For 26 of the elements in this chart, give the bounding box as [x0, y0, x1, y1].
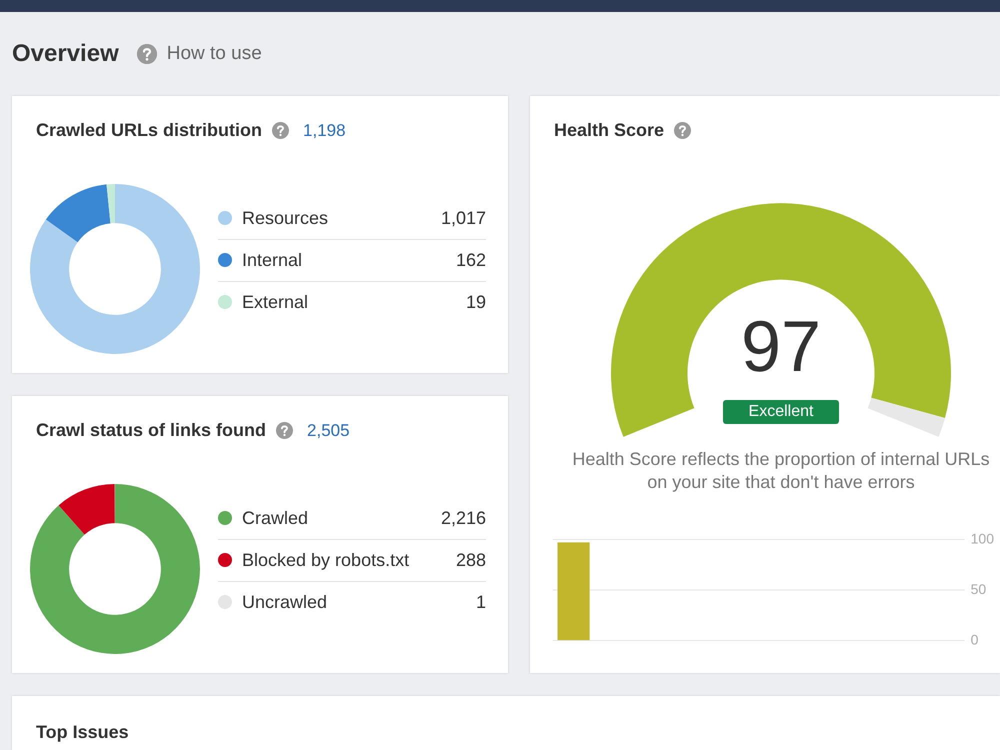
- chart-title: Crawl status of links found: [36, 420, 266, 441]
- legend-label: Resources: [242, 208, 328, 228]
- chart-subtitle: 2,505: [307, 420, 350, 440]
- chart-title: Crawled URLs distribution: [36, 120, 262, 141]
- legend-label: Crawled: [242, 508, 308, 528]
- text: 97: [740, 306, 822, 388]
- legend-label: Blocked by robots.txt: [242, 550, 410, 570]
- data-label: 1,017: [440, 208, 486, 228]
- text: Health Score reflects the proportion of internal URLs on your site that don't have errors: [571, 448, 991, 494]
- y-tick-label: 100: [970, 530, 994, 546]
- data-label: 19: [466, 292, 486, 312]
- text: Overview: [12, 40, 119, 68]
- chart-title: Health Score: [554, 120, 664, 141]
- text: How to use: [166, 43, 262, 65]
- text: Top Issues: [36, 722, 129, 743]
- y-tick-label: 0: [970, 631, 979, 648]
- data-label: 1: [476, 592, 486, 612]
- text: Excellent: [723, 400, 839, 424]
- data-label: 288: [456, 550, 486, 570]
- y-tick-label: 50: [970, 580, 986, 597]
- data-label: 2,216: [440, 508, 486, 528]
- legend-label: Internal: [242, 250, 302, 270]
- chart-subtitle: 1,198: [303, 120, 346, 140]
- legend-label: Uncrawled: [242, 592, 328, 612]
- data-label: 162: [456, 250, 486, 270]
- legend-label: External: [242, 292, 308, 312]
